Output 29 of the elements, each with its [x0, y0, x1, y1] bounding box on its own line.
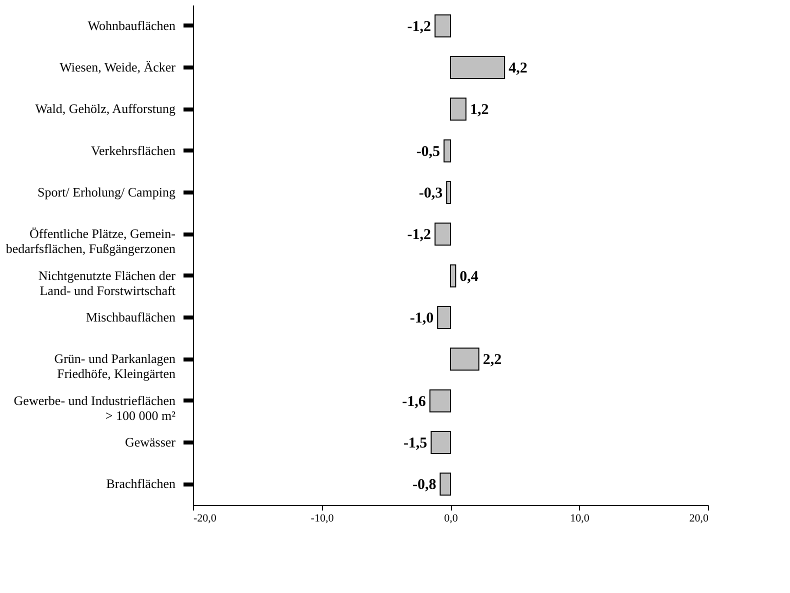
x-tick-label: -20,0 [194, 512, 217, 524]
x-tick-label: -10,0 [310, 512, 334, 524]
data-label: 2,2 [482, 352, 502, 368]
data-label: -1,5 [403, 436, 428, 452]
y-tick-label: Grün- und Parkanlagen Friedhöfe, Kleingärten [54, 351, 176, 382]
data-label: 0,4 [460, 268, 479, 285]
data-label: -0,8 [412, 477, 436, 494]
y-tick-label: Wiesen, Weide, Äcker [60, 60, 176, 74]
y-tick-label: Brachflächen [106, 476, 176, 492]
data-label: -1,2 [407, 227, 432, 244]
y-tick-label: Verkehrsflächen [91, 142, 176, 158]
y-tick-label: Nichtgenutzte Flächen der Land- und Forstwirtschaft [38, 268, 176, 298]
data-label: 1,2 [470, 102, 489, 118]
y-tick-label: Wald, Gehölz, Aufforstung [35, 101, 176, 116]
data-label: -1,0 [410, 310, 434, 326]
x-tick-label: 0,0 [444, 512, 458, 524]
x-tick-label: 20,0 [689, 512, 709, 524]
y-tick-label: Sport/ Erholung/ Camping [38, 184, 176, 200]
data-label: -0,5 [416, 144, 440, 160]
y-tick-label: Mischbauflächen [86, 310, 176, 324]
y-tick-label: Gewerbe- und Industrieflächen > 100 000 m² [14, 392, 176, 423]
y-tick-label: Öffentliche Plätze, Gemein- bedarfsflächen, Fußgängerzonen [6, 226, 176, 256]
data-label: -0,3 [418, 186, 443, 202]
data-label: -1,6 [402, 394, 426, 410]
data-label: -1,2 [407, 18, 432, 35]
data-label: 4,2 [508, 60, 528, 76]
y-tick-label: Gewässer [124, 434, 176, 450]
y-tick-label: Wohnbauflächen [88, 18, 176, 33]
x-tick-label: 10,0 [570, 512, 590, 524]
